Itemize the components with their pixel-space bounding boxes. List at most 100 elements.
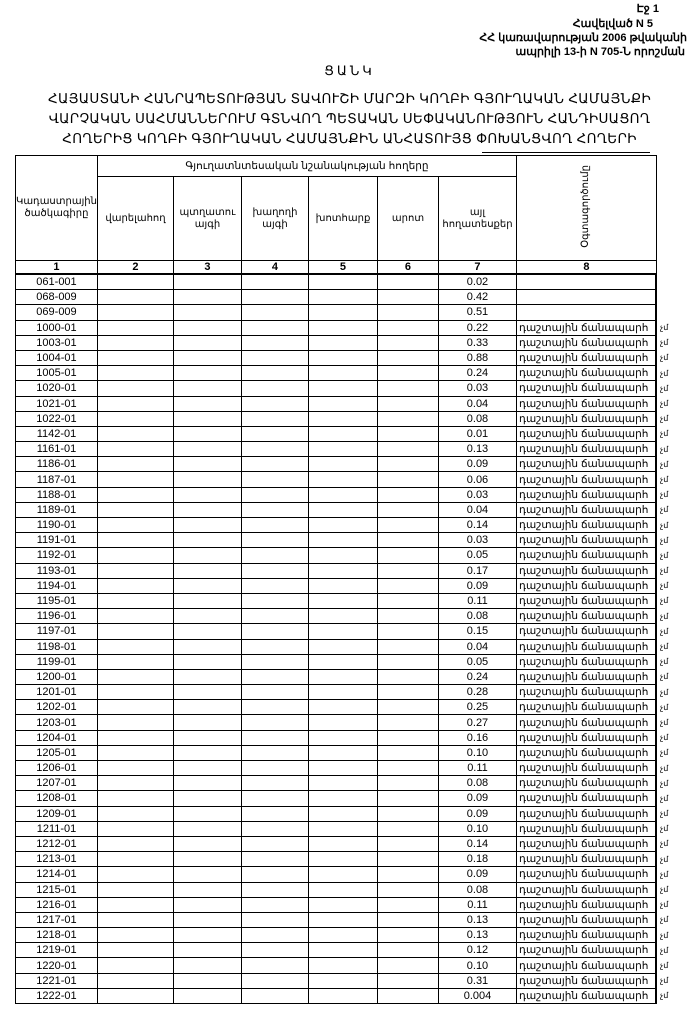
cadastral-code-cell: 1188-01 [15, 486, 98, 503]
empty-cell [96, 532, 174, 549]
empty-cell [376, 425, 439, 443]
usage-cell: դաշտային ճանապարհ [515, 957, 658, 974]
empty-cell [96, 653, 174, 670]
overflow-text: չմ [660, 885, 669, 894]
subtitle-line: ՀՈՂԵՐԻՑ ԿՈՂԲԻ ԳՅՈՒՂԱԿԱՆ ՀԱՄԱՅՆՔԻՆ ԱՆՀԱՏՈ… [62, 131, 637, 146]
other-land-cell: 0.13 [437, 911, 517, 929]
empty-cell [376, 881, 439, 898]
empty-cell [172, 577, 242, 594]
empty-cell [240, 501, 309, 519]
empty-cell [172, 334, 242, 351]
empty-cell [240, 699, 309, 716]
table-row: 1221-01 0.31 դաշտային ճանապարհ [15, 972, 658, 989]
empty-cell [307, 957, 378, 974]
empty-cell [172, 289, 242, 306]
table-row: 1004-01 0.88 դաշտային ճանապարհ [15, 349, 658, 367]
empty-cell [240, 532, 309, 549]
table-row: 1199-01 0.05 դաշտային ճանապարհ [15, 653, 658, 670]
empty-cell [172, 957, 242, 974]
empty-cell [172, 638, 242, 655]
other-land-cell: 0.08 [437, 410, 517, 427]
cadastral-code-cell: 1207-01 [15, 775, 98, 792]
empty-cell [172, 623, 242, 640]
empty-cell [307, 319, 378, 336]
usage-cell: դաշտային ճանապարհ [515, 486, 658, 503]
empty-cell [96, 775, 174, 792]
empty-cell [376, 532, 439, 549]
empty-cell [96, 638, 174, 655]
empty-cell [96, 820, 174, 837]
empty-cell [240, 319, 309, 336]
empty-cell [376, 820, 439, 837]
table-row: 1020-01 0.03 դաշտային ճանապարհ [15, 380, 658, 397]
empty-cell [96, 456, 174, 473]
annex-label: Հավելված N 5 [572, 18, 653, 30]
overflow-text: չմ [660, 535, 669, 545]
overflow-text: չմ [660, 945, 669, 955]
column-number: 3 [172, 260, 242, 275]
column-header-arable: վարելահող [96, 176, 174, 261]
empty-cell [240, 410, 309, 427]
empty-cell [376, 273, 439, 291]
empty-cell [240, 425, 309, 443]
empty-cell [240, 820, 309, 837]
other-land-cell: 0.17 [437, 562, 517, 579]
empty-cell [307, 334, 378, 351]
overflow-text: չմ [660, 717, 669, 727]
column-header-vineyard: խաղողի այգի [240, 176, 309, 261]
empty-cell [307, 289, 378, 306]
empty-cell [376, 684, 439, 701]
other-land-cell: 0.10 [437, 820, 517, 837]
empty-cell [307, 380, 378, 397]
empty-cell [172, 820, 242, 837]
empty-cell [240, 592, 309, 610]
usage-cell: դաշտային ճանապարհ [515, 334, 658, 351]
empty-cell [307, 577, 378, 594]
empty-cell [307, 927, 378, 944]
table-row: 1193-01 0.17 դաշտային ճանապարհ [15, 562, 658, 579]
empty-cell [376, 790, 439, 807]
empty-cell [172, 592, 242, 610]
empty-cell [172, 365, 242, 382]
cadastral-code-cell: 1198-01 [15, 638, 98, 655]
overflow-text: չմ [660, 596, 669, 606]
other-land-cell: 0.08 [437, 775, 517, 792]
empty-cell [96, 577, 174, 594]
usage-cell: դաշտային ճանապարհ [515, 911, 658, 929]
table-row: 1198-01 0.04 դաշտային ճանապարհ [15, 638, 658, 655]
table-row: 1022-01 0.08 դաշտային ճանապարհ [15, 410, 658, 427]
empty-cell [376, 835, 439, 853]
usage-cell: դաշտային ճանապարհ [515, 547, 658, 564]
cadastral-code-cell: 1214-01 [15, 866, 98, 883]
empty-cell [307, 714, 378, 731]
overflow-text: չմ [660, 429, 669, 439]
empty-cell [172, 972, 242, 989]
usage-cell: դաշտային ճանապարհ [515, 349, 658, 367]
overflow-text: չմ [660, 642, 669, 651]
overflow-text: չմ [660, 778, 669, 788]
cadastral-code-cell: 1212-01 [15, 835, 98, 853]
table-row: 1209-01 0.09 դաշտային ճանապարհ [15, 805, 658, 822]
cadastral-code-cell: 061-001 [15, 273, 98, 291]
empty-cell [376, 289, 439, 306]
empty-cell [376, 486, 439, 503]
usage-cell: դաշտային ճանապարհ [515, 501, 658, 519]
empty-cell [307, 911, 378, 929]
cadastral-code-cell: 1202-01 [15, 699, 98, 716]
table-row: 1203-01 0.27 դաշտային ճանապարհ [15, 714, 658, 731]
empty-cell [96, 851, 174, 868]
empty-cell [96, 441, 174, 458]
empty-cell [376, 592, 439, 610]
empty-cell [376, 653, 439, 670]
empty-cell [172, 790, 242, 807]
empty-cell [307, 972, 378, 989]
other-land-cell: 0.08 [437, 881, 517, 898]
table-row: 1021-01 0.04 դաշտային ճանապարհ [15, 395, 658, 412]
empty-cell [307, 562, 378, 579]
column-number: 8 [515, 260, 657, 275]
empty-cell [307, 441, 378, 458]
empty-cell [240, 744, 309, 762]
table-row: 1205-01 0.10 դաշտային ճանապարհ [15, 744, 658, 762]
column-number: 1 [15, 260, 98, 275]
cadastral-code-cell: 1211-01 [15, 820, 98, 837]
